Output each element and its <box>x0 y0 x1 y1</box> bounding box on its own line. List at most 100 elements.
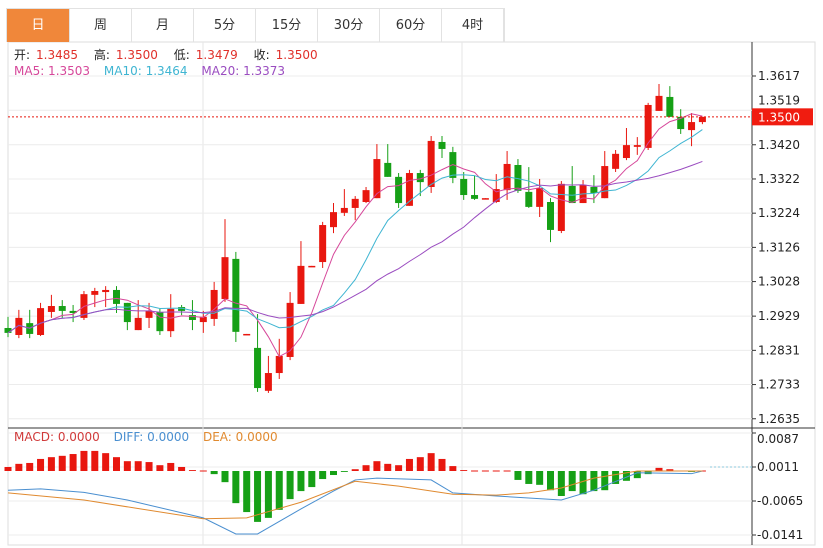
diff-value: DIFF: 0.0000 <box>113 430 190 444</box>
candle <box>308 265 316 268</box>
low-label: 低: <box>173 48 190 62</box>
candle <box>633 137 641 155</box>
candle-body <box>232 258 240 332</box>
macd-bar <box>405 458 413 471</box>
macd-bar <box>254 471 262 522</box>
candle <box>471 175 479 200</box>
macd-bar <box>275 471 283 510</box>
macd-bar <box>188 470 196 471</box>
macd-bar <box>373 461 381 471</box>
candle <box>698 116 706 125</box>
tab-7[interactable]: 4时 <box>442 9 504 42</box>
candle-body <box>156 311 164 332</box>
candle-body <box>481 198 489 200</box>
candle-body <box>666 96 674 117</box>
macd-bar <box>178 466 186 471</box>
candle <box>601 151 609 199</box>
candle <box>373 144 381 199</box>
candle <box>210 281 218 326</box>
close-value: 1.3500 <box>275 48 318 62</box>
macd-tick-label: 0.0011 <box>757 460 799 474</box>
candle-body <box>525 191 533 207</box>
candle <box>26 309 34 339</box>
tab-4[interactable]: 15分 <box>256 9 318 42</box>
macd-bar <box>547 471 554 491</box>
tab-3[interactable]: 5分 <box>194 9 256 42</box>
candle <box>384 144 392 177</box>
candle-body <box>47 306 55 312</box>
candle <box>145 302 153 329</box>
macd-bar <box>145 462 153 471</box>
candle-body <box>69 310 77 313</box>
macd-bar <box>622 471 630 481</box>
candle <box>492 174 500 204</box>
candle <box>232 251 240 342</box>
candle <box>547 198 554 243</box>
candle-body <box>351 198 359 208</box>
ma5-value: MA5: 1.3503 <box>14 64 91 78</box>
macd-bar <box>232 471 240 504</box>
macd-bar <box>427 453 435 471</box>
candle <box>525 167 533 208</box>
diff-line <box>7 470 703 535</box>
candle-body <box>492 189 500 203</box>
price-tick-label: 1.3322 <box>758 172 800 186</box>
candle-body <box>178 307 186 311</box>
candle <box>199 310 207 333</box>
candle-body <box>275 355 283 374</box>
period-tabs: 日周月 5分 15分 30分 60分 4时 <box>6 8 505 42</box>
tab-0[interactable]: 日 <box>7 9 70 42</box>
candle-body <box>243 333 251 336</box>
candle-body <box>590 186 598 193</box>
price-tick-label: 1.2831 <box>758 343 800 357</box>
candle-body <box>644 104 652 148</box>
macd-bar <box>319 471 327 480</box>
macd-series <box>4 450 706 535</box>
candle-body <box>330 212 337 228</box>
price-tick-label: 1.2635 <box>758 412 800 426</box>
candle <box>340 189 348 216</box>
current-price-badge <box>752 108 813 126</box>
ma10-line <box>7 129 703 334</box>
candle-body <box>698 116 706 123</box>
candle-body <box>384 162 392 177</box>
price-tick-label: 1.2929 <box>758 309 800 323</box>
candle <box>167 294 175 338</box>
macd-bar <box>590 471 598 492</box>
ma5-line <box>7 113 703 358</box>
candle-body <box>308 265 316 268</box>
price-tick-label: 1.3519 <box>758 93 800 107</box>
candle-body <box>134 317 142 331</box>
candle-body <box>536 188 544 207</box>
candle <box>514 159 522 193</box>
candle <box>286 292 294 361</box>
macd-bar <box>91 450 99 471</box>
macd-bar <box>557 471 565 496</box>
candle <box>254 314 262 392</box>
candle <box>644 102 652 150</box>
candle <box>416 169 424 197</box>
tab-6[interactable]: 60分 <box>380 9 442 42</box>
tab-2[interactable]: 月 <box>132 9 194 42</box>
candle <box>460 171 468 200</box>
tab-1[interactable]: 周 <box>70 9 132 42</box>
macd-bar <box>460 470 468 471</box>
macd-bar <box>666 469 674 471</box>
high-label: 高: <box>93 48 110 62</box>
macd-bar <box>37 458 45 471</box>
candle-body <box>145 310 153 318</box>
macd-tick-label: -0.0065 <box>757 494 803 508</box>
macd-bar <box>438 458 446 471</box>
moving-average-lines <box>7 113 703 358</box>
candle-body <box>438 141 446 149</box>
candle <box>362 186 370 204</box>
candle <box>427 136 435 193</box>
tab-5[interactable]: 30分 <box>318 9 380 42</box>
candle <box>156 308 164 335</box>
macd-bar <box>221 471 229 483</box>
candle-body <box>633 145 641 147</box>
macd-bar <box>514 471 522 480</box>
candle-body <box>677 116 685 130</box>
macd-bar <box>102 453 110 471</box>
ma-info: MA5: 1.3503 MA10: 1.3464 MA20: 1.3373 <box>14 64 291 78</box>
